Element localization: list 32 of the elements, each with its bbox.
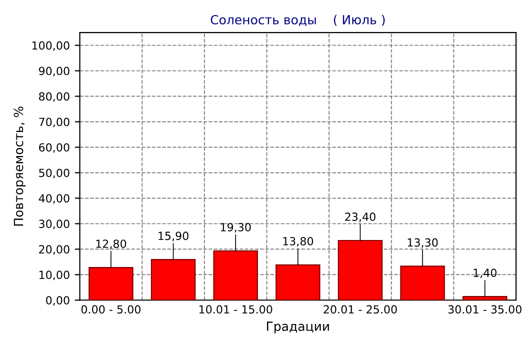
y-axis-title: Повторяемость, %: [14, 106, 26, 226]
data-label: 1,40: [474, 268, 497, 278]
bar: [88, 266, 134, 300]
y-tick-label: 70,00: [39, 118, 70, 128]
x-tick-label: 0.00 - 5.00: [81, 305, 140, 314]
data-label: 15,90: [158, 232, 188, 242]
y-tick-label: 50,00: [39, 168, 70, 178]
y-tick-label: 100,00: [32, 41, 70, 51]
data-label: 13,80: [283, 237, 314, 247]
data-label: 12,80: [96, 240, 126, 250]
y-tick-label: 20,00: [39, 245, 70, 255]
bar: [213, 250, 258, 300]
bar: [276, 264, 320, 300]
bar: [462, 296, 508, 300]
y-tick-label: 40,00: [38, 194, 70, 204]
y-tick-label: 90,00: [38, 66, 70, 76]
y-tick-label: 80,00: [39, 92, 70, 102]
bar: [338, 240, 383, 300]
x-tick-label: 30.01 - 35.00: [448, 305, 522, 314]
chart-title: Соленость воды ( Июль ): [210, 14, 385, 26]
y-tick-label: 0,00: [46, 296, 70, 306]
x-tick-label: 20.01 - 25.00: [324, 305, 397, 314]
x-axis-title: Градации: [267, 322, 329, 334]
y-tick-label: 60,00: [39, 143, 70, 153]
y-tick-label: 30,00: [39, 220, 70, 230]
data-label: 19,30: [220, 223, 251, 233]
bar: [150, 259, 196, 300]
data-label: 23,40: [345, 212, 376, 222]
x-tick-label: 10.01 - 15.00: [199, 305, 272, 314]
bar: [400, 266, 445, 300]
data-label: 13,30: [408, 238, 438, 248]
y-tick-label: 10,00: [39, 270, 70, 280]
